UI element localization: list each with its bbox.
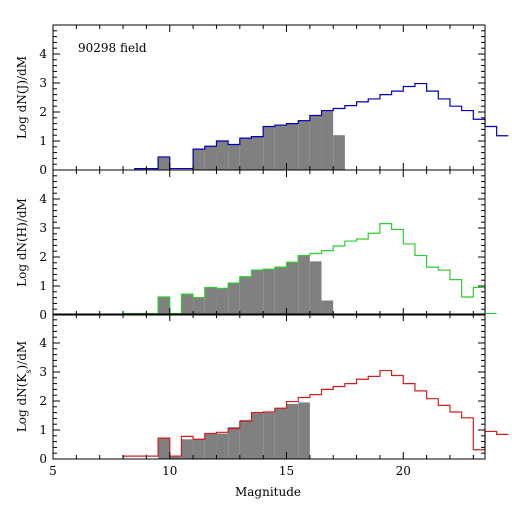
filled-bar <box>251 136 264 170</box>
filled-bar <box>286 123 299 170</box>
filled-bar <box>263 269 275 315</box>
x-tick-label: 15 <box>279 464 294 478</box>
filled-bar <box>274 267 287 315</box>
ylabel-prefix: Log dN( <box>15 237 29 287</box>
filled-bar <box>216 433 229 459</box>
y-tick-label: 4 <box>39 336 47 350</box>
ylabel-band: K <box>15 373 29 383</box>
filled-bar <box>216 288 229 315</box>
y-tick-label: 1 <box>39 134 47 148</box>
x-tick-label: 5 <box>49 464 57 478</box>
ylabel-prefix: Log dN( <box>15 383 29 433</box>
filled-bar <box>216 141 229 170</box>
ylabel-suffix: )/dM <box>15 341 29 370</box>
filled-bar <box>228 283 240 315</box>
filled-bar <box>193 438 205 459</box>
filled-bar <box>134 168 147 170</box>
panel-frame <box>52 313 486 460</box>
x-tick-label: 10 <box>162 464 177 478</box>
step-line <box>134 82 509 170</box>
x-axis-label: Magnitude <box>235 485 301 499</box>
filled-bar <box>321 110 334 170</box>
panel-1: 0 1 2 3 4 Log dN(J)/dM 90298 field <box>15 24 509 177</box>
step-line <box>122 223 497 315</box>
y-tick-label: 2 <box>39 250 47 264</box>
filled-bar <box>263 126 275 170</box>
filled-bar <box>239 276 252 315</box>
filled-bar <box>193 297 205 315</box>
y-tick-label: 2 <box>39 105 47 119</box>
ylabel-prefix: Log dN( <box>15 89 29 139</box>
ylabel-sub: s <box>24 370 33 374</box>
filled-bar <box>333 135 345 170</box>
filled-bar <box>158 297 170 315</box>
y-tick-label: 3 <box>39 365 47 379</box>
filled-bar <box>158 438 170 459</box>
y-tick-label: 1 <box>39 423 47 437</box>
panel-2: 0 1 2 3 4 Log dN(H)/dM <box>15 169 497 322</box>
y-tick-label: 3 <box>39 221 47 235</box>
ylabel-band: H <box>15 227 29 237</box>
y-tick-label: 0 <box>39 308 47 322</box>
ylabel-suffix: )/dM <box>15 56 29 85</box>
filled-bar <box>239 419 252 459</box>
panel-frame <box>52 169 486 316</box>
filled-bar <box>181 439 194 459</box>
filled-bar <box>274 408 287 459</box>
y-axis-label: Log dN(H)/dM <box>15 198 29 287</box>
x-tick-labels: 5 10 15 20 <box>49 464 411 478</box>
step-line <box>122 369 509 459</box>
y-tick-label: 4 <box>39 192 47 206</box>
y-tick-label: 3 <box>39 76 47 90</box>
filled-bar <box>286 262 299 315</box>
filled-bar <box>298 120 310 170</box>
panel-3: 0 1 2 3 4 Log dN(Ks)/dM <box>15 313 509 466</box>
filled-bar <box>251 270 264 315</box>
filled-bar <box>298 255 310 315</box>
filled-bar <box>204 433 217 459</box>
x-tick-label: 20 <box>396 464 411 478</box>
ylabel-suffix: )/dM <box>15 198 29 227</box>
filled-bar <box>228 144 240 170</box>
y-tick-label: 0 <box>39 452 47 466</box>
y-tick-label: 4 <box>39 47 47 61</box>
filled-bar <box>204 287 217 315</box>
y-tick-label: 0 <box>39 163 47 177</box>
filled-bar <box>251 413 264 459</box>
filled-bar <box>181 294 194 315</box>
filled-bar <box>169 456 182 459</box>
y-axis-label: Log dN(Ks)/dM <box>15 341 33 432</box>
filled-bar <box>263 412 275 459</box>
filled-bar <box>309 261 322 315</box>
filled-bar <box>239 138 252 170</box>
y-tick-label: 1 <box>39 279 47 293</box>
filled-bar <box>146 168 159 170</box>
filled-bar <box>228 427 240 459</box>
filled-bar <box>204 146 217 170</box>
y-axis-label: Log dN(J)/dM <box>15 56 29 139</box>
filled-bar <box>298 402 310 459</box>
y-tick-label: 2 <box>39 394 47 408</box>
filled-bar <box>321 300 334 315</box>
filled-bar <box>274 125 287 170</box>
filled-bar <box>158 156 170 170</box>
filled-bar <box>193 149 205 170</box>
panel-annotation: 90298 field <box>78 41 147 55</box>
filled-bar <box>309 115 322 170</box>
filled-bar <box>286 403 299 459</box>
ylabel-band: J <box>15 84 29 91</box>
